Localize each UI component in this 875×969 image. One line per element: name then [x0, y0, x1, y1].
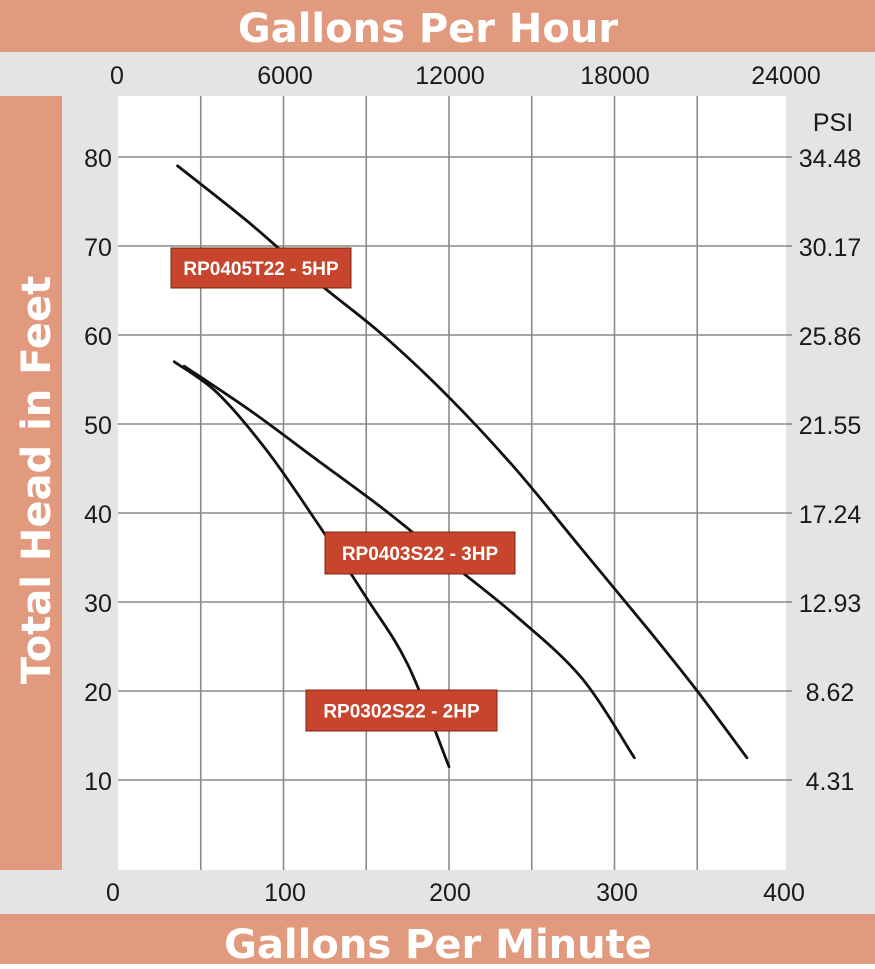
bottom-axis-strip [0, 870, 875, 914]
x-axis-title: Gallons Per Minute [224, 922, 652, 964]
y-tick-label: 40 [84, 501, 112, 529]
x-tick-label: 0 [106, 879, 120, 907]
y2-tick-label: 17.24 [799, 501, 862, 529]
y2-tick-label: 34.48 [799, 145, 862, 173]
y-tick-label: 30 [84, 590, 112, 618]
y2-tick-label: 21.55 [799, 412, 862, 440]
y2-tick-label: 4.31 [806, 768, 855, 796]
bottom-banner [0, 914, 875, 964]
tick-labels: 0 100 200 300 400 0 6000 12000 18000 24000 10 20 30 4… [84, 62, 861, 907]
y-tick-label: 70 [84, 234, 112, 262]
x-tick-label: 300 [596, 879, 638, 907]
y-tick-label: 20 [84, 679, 112, 707]
left-axis-strip [62, 96, 118, 870]
y-axis-title: Total Head in Feet [14, 276, 60, 685]
chart-title: Gallons Per Hour [238, 6, 618, 52]
x-tick-label: 400 [763, 879, 805, 907]
right-axis-strip [786, 96, 875, 870]
series-labels: RP0405T22 - 5HP RP0403S22 - 3HP RP0302S22 … [170, 247, 516, 732]
y2-tick-label: 12.93 [799, 590, 862, 618]
series-label-box [305, 689, 498, 732]
top-axis-strip [0, 52, 875, 96]
top-banner [0, 0, 875, 52]
x-top-tick-label: 24000 [751, 62, 821, 90]
y2-tick-label: 30.17 [799, 234, 862, 262]
series-label-text: RP0403S22 - 3HP [342, 544, 499, 565]
x-top-tick-label: 6000 [257, 62, 313, 90]
grid-lines [118, 96, 786, 870]
y-tick-label: 60 [84, 323, 112, 351]
series-label-2: RP0403S22 - 3HP [324, 531, 516, 575]
x-tick-label: 100 [264, 879, 306, 907]
left-banner [0, 96, 62, 870]
x-tick-label: 200 [429, 879, 471, 907]
y2-tick-label: 25.86 [799, 323, 862, 351]
series-curve-3 [172, 360, 451, 769]
x-top-tick-label: 12000 [415, 62, 485, 90]
series-label-box [324, 531, 516, 575]
series-label-text: RP0405T22 - 5HP [183, 259, 339, 280]
y2-tick-label: 8.62 [806, 679, 855, 707]
y-tick-label: 50 [84, 412, 112, 440]
plot-area [118, 96, 786, 870]
x-top-tick-label: 0 [110, 62, 124, 90]
series-label-box [170, 247, 352, 289]
x-top-tick-label: 18000 [580, 62, 650, 90]
y-tick-label: 80 [84, 145, 112, 173]
y-tick-label: 10 [84, 768, 112, 796]
series-label-text: RP0302S22 - 2HP [323, 702, 480, 723]
series-label-3: RP0302S22 - 2HP [305, 689, 498, 732]
y2-axis-title: PSI [813, 109, 853, 137]
series-label-1: RP0405T22 - 5HP [170, 247, 352, 289]
